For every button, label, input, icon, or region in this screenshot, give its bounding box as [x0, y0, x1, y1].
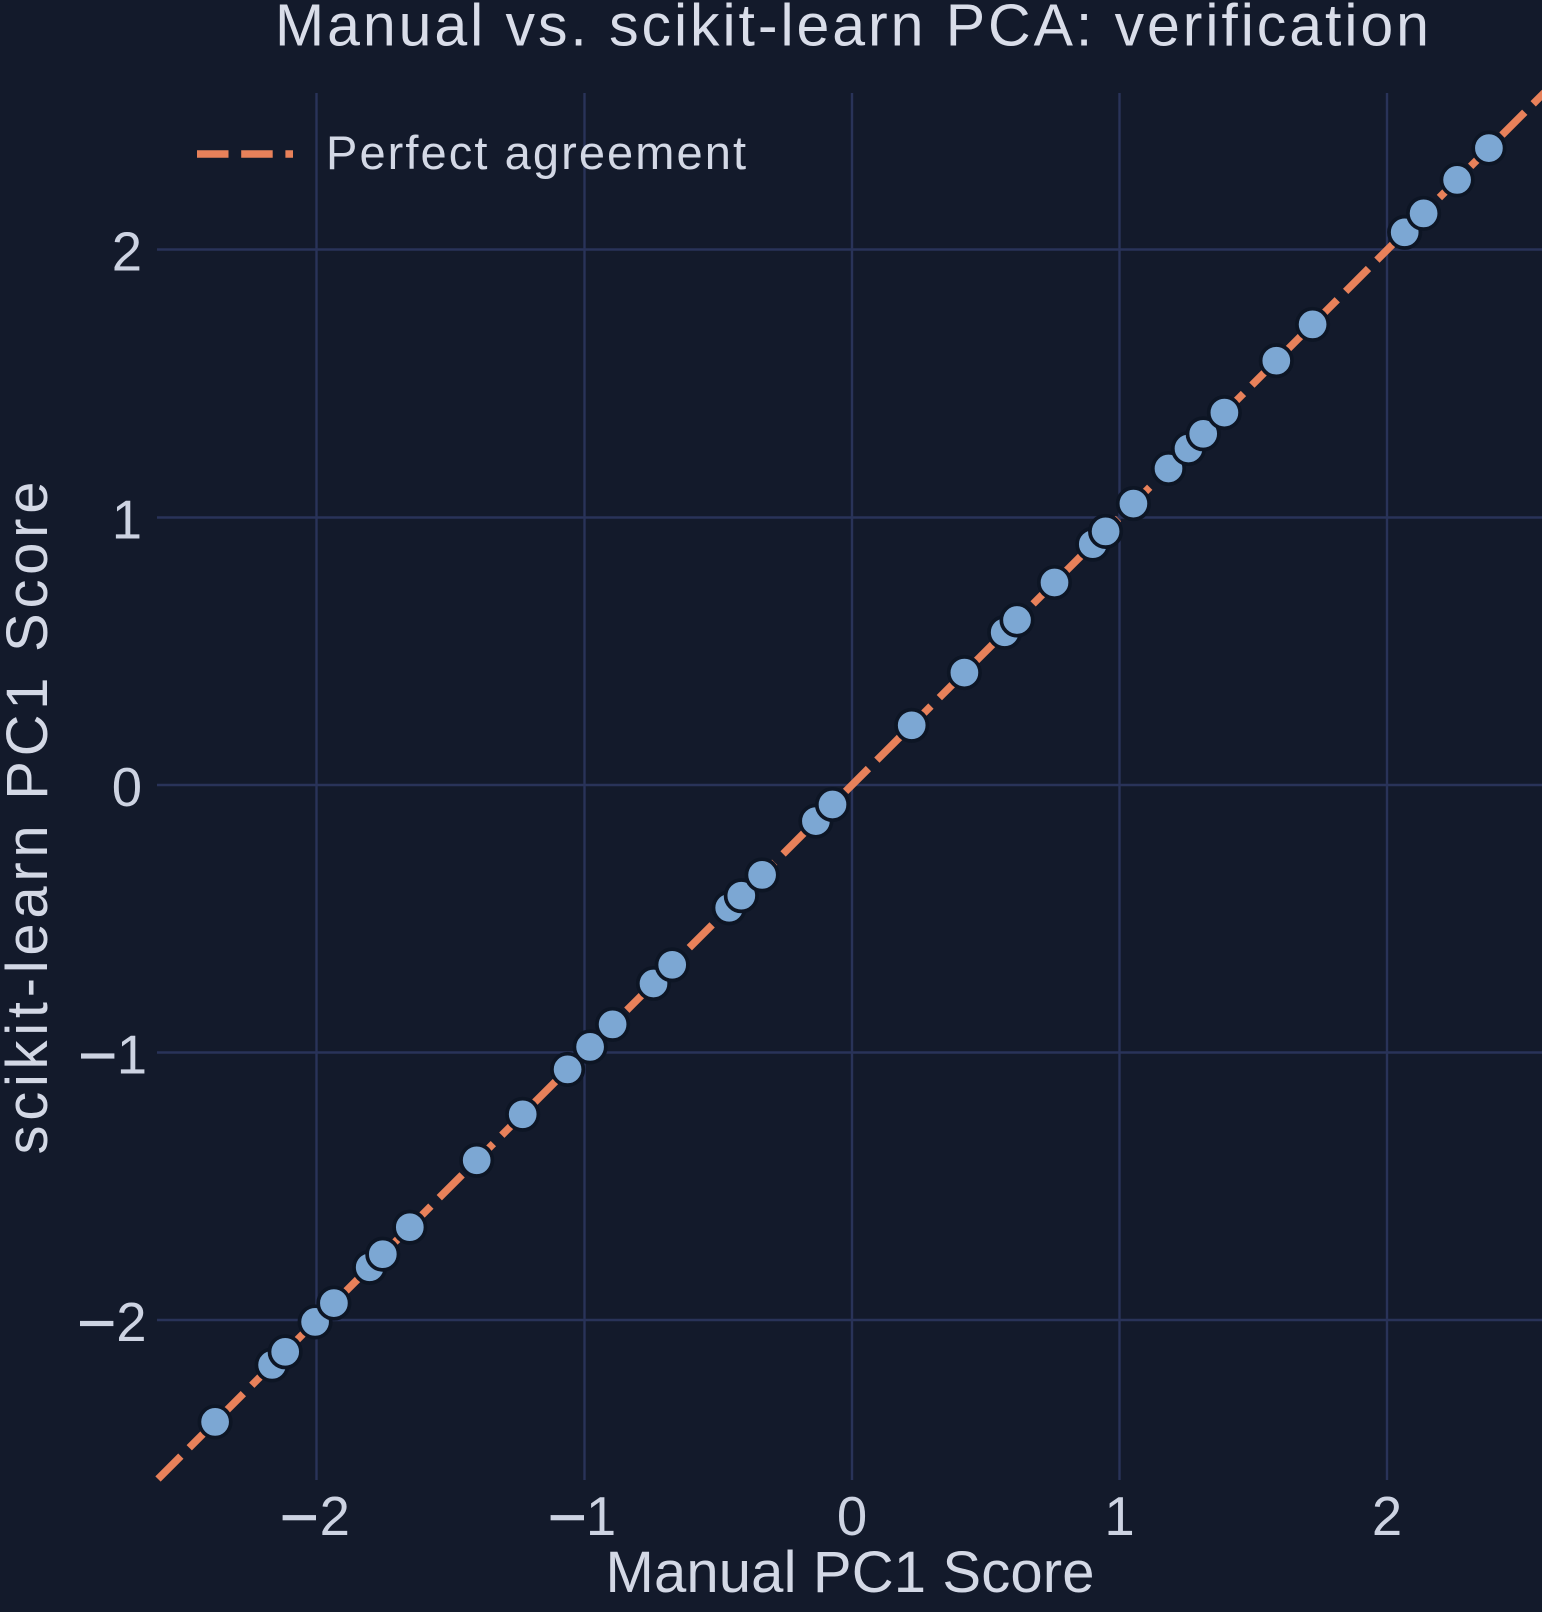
svg-text:0: 0	[837, 1486, 867, 1547]
svg-text:1: 1	[117, 1024, 147, 1085]
svg-text:Manual vs. scikit-learn PCA: v: Manual vs. scikit-learn PCA: verificatio…	[275, 0, 1429, 59]
svg-text:Manual PC1 Score: Manual PC1 Score	[606, 1540, 1095, 1605]
svg-text:2: 2	[116, 1292, 146, 1353]
svg-text:Perfect agreement: Perfect agreement	[326, 126, 746, 179]
svg-text:2: 2	[320, 1486, 350, 1547]
svg-text:1: 1	[1104, 1486, 1134, 1547]
svg-text:2: 2	[112, 221, 142, 282]
svg-text:1: 1	[112, 489, 142, 550]
svg-text:0: 0	[112, 757, 142, 818]
svg-text:1: 1	[586, 1486, 616, 1547]
svg-text:scikit-learn PC1 Score: scikit-learn PC1 Score	[0, 482, 60, 1155]
svg-text:2: 2	[1372, 1486, 1402, 1547]
